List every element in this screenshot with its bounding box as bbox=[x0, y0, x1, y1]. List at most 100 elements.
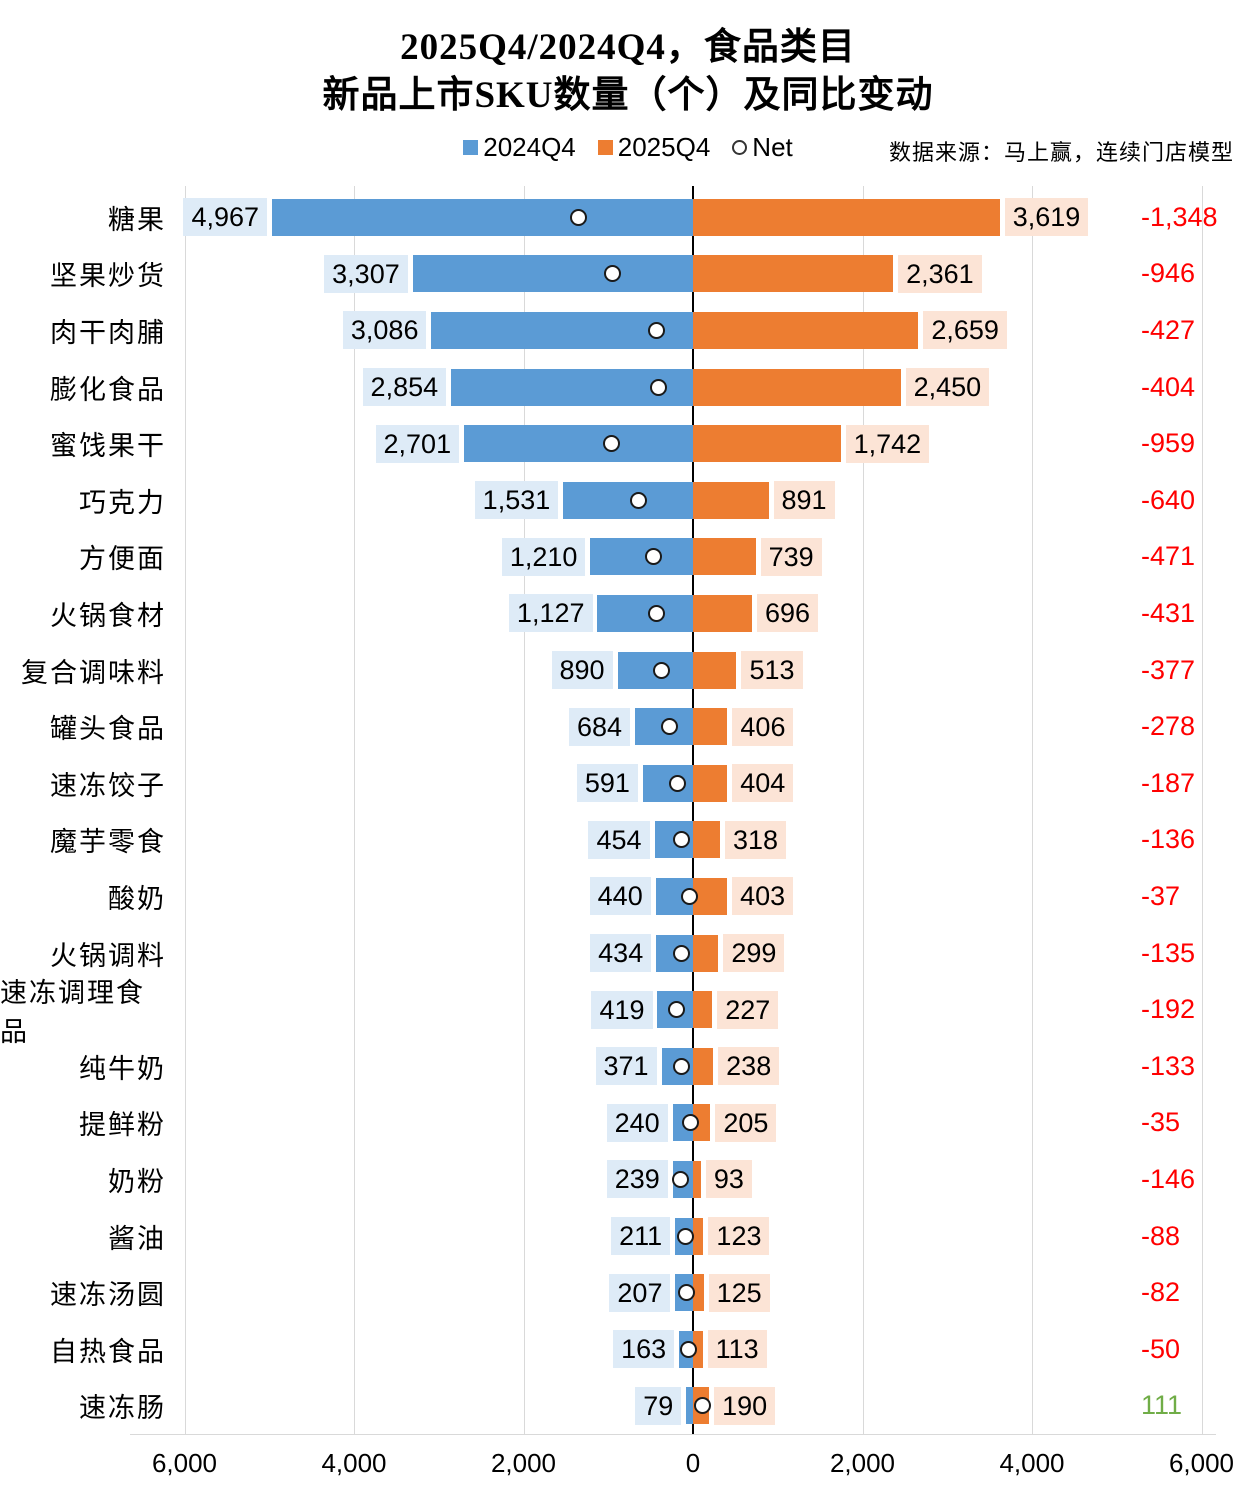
net-value: -404 bbox=[1141, 371, 1196, 402]
net-marker bbox=[648, 321, 666, 339]
value-label-2024q4: 163 bbox=[613, 1330, 675, 1369]
value-label-2024q4: 1,531 bbox=[474, 481, 559, 520]
net-value: -431 bbox=[1141, 597, 1196, 628]
category-label: 提鲜粉 bbox=[79, 1110, 166, 1141]
category-label: 火锅调料 bbox=[50, 940, 166, 971]
net-marker bbox=[677, 1227, 695, 1245]
net-marker bbox=[680, 1340, 698, 1358]
net-value: -959 bbox=[1141, 428, 1196, 459]
net-marker bbox=[604, 265, 622, 283]
series-swatch-icon bbox=[597, 139, 613, 155]
chart-row: 方便面 1,210 739 -471 bbox=[0, 529, 1256, 586]
chart-row: 速冻汤圆 207 125 -82 bbox=[0, 1264, 1256, 1321]
legend-item-2024q4: 2024Q4 bbox=[463, 132, 576, 163]
value-label-2025q4: 1,742 bbox=[845, 424, 930, 463]
net-marker bbox=[668, 1001, 686, 1019]
category-label: 魔芋零食 bbox=[50, 827, 166, 858]
bar-2024q4 bbox=[590, 538, 693, 576]
legend-label: Net bbox=[752, 131, 793, 162]
x-axis-tick-label: 2,000 bbox=[829, 1448, 896, 1478]
net-marker bbox=[570, 208, 588, 226]
value-label-2024q4: 2,701 bbox=[375, 424, 460, 463]
legend-label: 2025Q4 bbox=[617, 131, 711, 162]
chart-row: 火锅食材 1,127 696 -431 bbox=[0, 585, 1256, 642]
value-label-2025q4: 2,361 bbox=[898, 254, 982, 293]
net-marker bbox=[668, 774, 686, 792]
bar-2025q4 bbox=[693, 1217, 704, 1255]
value-label-2025q4: 739 bbox=[760, 537, 822, 576]
category-label: 罐头食品 bbox=[50, 714, 166, 745]
net-value: -640 bbox=[1141, 484, 1196, 515]
bar-2025q4 bbox=[693, 1047, 714, 1085]
legend-item-net: Net bbox=[732, 131, 793, 163]
net-marker bbox=[672, 831, 690, 849]
gridline bbox=[862, 186, 864, 1434]
net-marker bbox=[603, 435, 621, 453]
value-label-2025q4: 125 bbox=[708, 1273, 770, 1312]
chart-row: 奶粉 239 93 -146 bbox=[0, 1151, 1256, 1208]
net-marker bbox=[660, 718, 678, 736]
bar-2025q4 bbox=[693, 764, 728, 802]
value-label-2025q4: 696 bbox=[756, 594, 819, 633]
legend-item-2025q4: 2025Q4 bbox=[597, 131, 711, 163]
bar-2025q4 bbox=[693, 368, 901, 406]
bar-2025q4 bbox=[693, 934, 719, 972]
bar-2025q4 bbox=[693, 425, 841, 463]
net-value: -88 bbox=[1141, 1220, 1181, 1251]
net-circle-icon bbox=[732, 139, 748, 155]
category-label: 速冻肠 bbox=[79, 1393, 166, 1424]
chart-row: 罐头食品 684 406 -278 bbox=[0, 698, 1256, 755]
bar-2025q4 bbox=[693, 821, 720, 859]
chart-row: 巧克力 1,531 891 -640 bbox=[0, 472, 1256, 529]
value-label-2024q4: 684 bbox=[568, 707, 631, 746]
net-marker bbox=[677, 1284, 695, 1302]
legend-label: 2024Q4 bbox=[483, 131, 576, 162]
chart-row: 纯牛奶 371 238 -133 bbox=[0, 1038, 1256, 1095]
net-marker bbox=[672, 1170, 690, 1188]
category-axis-line bbox=[130, 1434, 1216, 1435]
bar-2024q4 bbox=[412, 255, 693, 293]
series-swatch-icon bbox=[463, 139, 479, 155]
value-label-2024q4: 434 bbox=[590, 934, 652, 973]
value-label-2024q4: 454 bbox=[588, 820, 650, 859]
net-value: -133 bbox=[1141, 1050, 1196, 1081]
gridline bbox=[184, 186, 186, 1434]
chart-row: 提鲜粉 240 205 -35 bbox=[0, 1095, 1256, 1152]
value-label-2025q4: 2,659 bbox=[923, 311, 1007, 350]
value-label-2024q4: 591 bbox=[576, 764, 638, 803]
chart-row: 酱油 211 123 -88 bbox=[0, 1208, 1256, 1265]
bar-2025q4 bbox=[693, 708, 728, 746]
bar-2025q4 bbox=[693, 594, 752, 632]
chart-row: 魔芋零食 454 318 -136 bbox=[0, 812, 1256, 869]
net-value: -278 bbox=[1141, 711, 1196, 742]
value-label-2025q4: 406 bbox=[732, 707, 794, 746]
value-label-2024q4: 371 bbox=[595, 1047, 657, 1086]
value-label-2025q4: 318 bbox=[724, 820, 786, 859]
bar-2025q4 bbox=[693, 538, 756, 576]
bar-2025q4 bbox=[693, 198, 1000, 236]
value-label-2024q4: 440 bbox=[589, 877, 651, 916]
chart-row: 速冻饺子 591 404 -187 bbox=[0, 755, 1256, 812]
net-marker bbox=[673, 1057, 691, 1075]
net-marker bbox=[652, 661, 670, 679]
net-marker bbox=[647, 604, 665, 622]
bar-2025q4 bbox=[693, 877, 728, 915]
net-value: -37 bbox=[1141, 880, 1181, 911]
category-label: 酸奶 bbox=[108, 883, 166, 914]
value-label-2024q4: 239 bbox=[606, 1160, 668, 1199]
value-label-2025q4: 190 bbox=[714, 1386, 776, 1425]
value-label-2025q4: 513 bbox=[741, 651, 803, 690]
chart-row: 酸奶 440 403 -37 bbox=[0, 868, 1256, 925]
net-marker bbox=[673, 944, 691, 962]
value-label-2024q4: 3,307 bbox=[324, 254, 408, 293]
category-label: 自热食品 bbox=[50, 1336, 166, 1367]
value-label-2024q4: 240 bbox=[606, 1103, 668, 1142]
net-marker bbox=[644, 548, 662, 566]
net-value: -82 bbox=[1141, 1277, 1181, 1308]
bar-2025q4 bbox=[693, 651, 737, 689]
category-label: 复合调味料 bbox=[21, 657, 166, 688]
category-label: 糖果 bbox=[108, 204, 166, 235]
category-label: 坚果炒货 bbox=[50, 261, 166, 292]
net-value: -35 bbox=[1141, 1107, 1181, 1138]
